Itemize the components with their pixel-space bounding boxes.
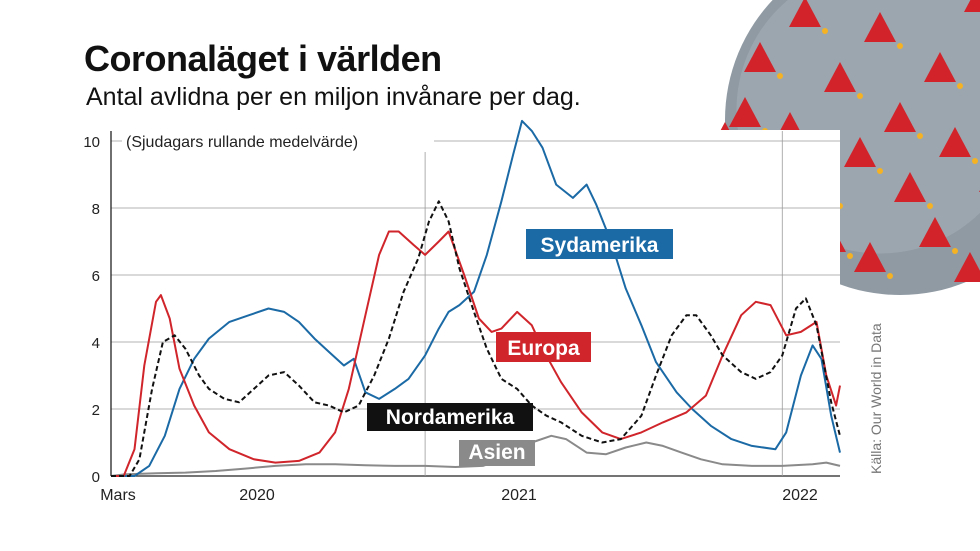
virus-spike-17 xyxy=(954,252,980,282)
virus-dot-5 xyxy=(877,168,883,174)
virus-spike-4 xyxy=(824,62,856,92)
virus-dot-3 xyxy=(822,28,828,34)
series-line-sydamerika xyxy=(111,119,841,477)
virus-spike-15 xyxy=(964,0,980,12)
virus-dot-12 xyxy=(957,83,963,89)
series-label-sydamerika: Sydamerika xyxy=(541,234,659,257)
virus-spike-11 xyxy=(854,242,886,272)
virus-dot-0 xyxy=(777,73,783,79)
virus-spike-5 xyxy=(844,137,876,167)
virus-dot-9 xyxy=(917,133,923,139)
chart-annotation: (Sjudagars rullande medelvärde) xyxy=(126,134,358,151)
virus-spike-8 xyxy=(864,12,896,42)
y-tick-label-8: 8 xyxy=(92,201,100,218)
source-label: Källa: Our World in Data xyxy=(868,323,884,474)
virus-spike-12 xyxy=(924,52,956,82)
series-label-nordamerika: Nordamerika xyxy=(386,406,515,429)
series-label-europa: Europa xyxy=(507,337,580,360)
virus-dot-11 xyxy=(887,273,893,279)
x-tick-label-2022: 2022 xyxy=(782,487,818,504)
series-label-box-europa xyxy=(496,332,591,362)
series-label-asien: Asien xyxy=(468,441,525,464)
series-line-nordamerika xyxy=(111,200,841,477)
x-tick-label-2020: 2020 xyxy=(239,487,275,504)
series-label-box-sydamerika xyxy=(526,229,673,259)
virus-dot-8 xyxy=(897,43,903,49)
series-label-box-asien xyxy=(459,440,535,466)
virus-dot-13 xyxy=(972,158,978,164)
virus-spike-10 xyxy=(894,172,926,202)
y-tick-label-0: 0 xyxy=(92,469,100,486)
virus-spike-13 xyxy=(939,127,971,157)
x-tick-label-Mars: Mars xyxy=(100,487,136,504)
virus-dot-4 xyxy=(857,93,863,99)
series-label-box-nordamerika xyxy=(367,403,533,431)
page-title: Coronaläget i världen xyxy=(84,38,442,79)
page-subtitle: Antal avlidna per en miljon invånare per… xyxy=(86,83,581,111)
y-tick-label-4: 4 xyxy=(92,335,100,352)
x-tick-label-2021: 2021 xyxy=(501,487,537,504)
y-tick-label-10: 10 xyxy=(83,134,100,151)
virus-spike-9 xyxy=(884,102,916,132)
y-tick-label-2: 2 xyxy=(92,402,100,419)
virus-dot-14 xyxy=(952,248,958,254)
annotation-background xyxy=(122,130,434,152)
virus-spike-0 xyxy=(744,42,776,72)
virus-spike-18 xyxy=(729,97,761,127)
y-tick-label-6: 6 xyxy=(92,268,100,285)
virus-spike-14 xyxy=(919,217,951,247)
virus-spike-3 xyxy=(789,0,821,27)
virus-dot-10 xyxy=(927,203,933,209)
virus-dot-7 xyxy=(847,253,853,259)
